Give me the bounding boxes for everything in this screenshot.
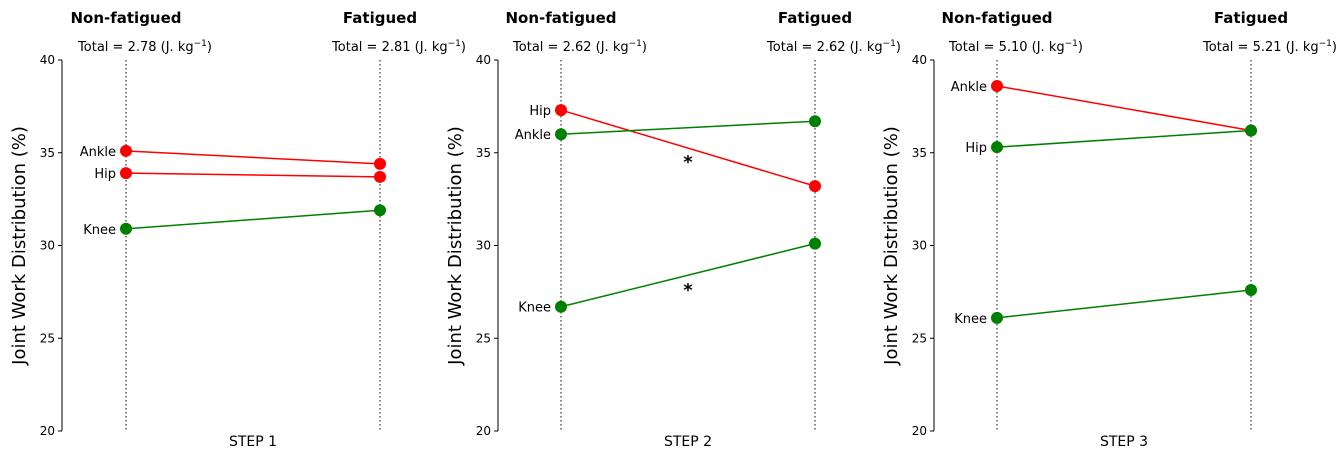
total-work-value: Total = 5.21 (J. kg	[1202, 40, 1319, 55]
total-close-paren: )	[642, 40, 647, 55]
total-unit-exponent: −1	[448, 39, 461, 49]
series-line-hip	[125, 172, 381, 178]
series-line-ankle	[125, 150, 381, 165]
series-line-knee	[996, 289, 1252, 319]
y-tick-label: 40	[476, 53, 491, 67]
y-tick-label: 20	[912, 424, 927, 438]
chart-panel-step-1: 20 25 30 35 40 Joint Work Distribution (%) STE…	[9, 9, 466, 450]
joint-label-hip: Hip	[529, 104, 551, 119]
x-axis-label: STEP 2	[664, 434, 712, 450]
data-point-knee-fatigued	[809, 237, 821, 250]
joint-label-ankle: Ankle	[80, 145, 116, 160]
total-unit-exponent: −1	[629, 39, 642, 49]
joint-label-ankle: Ankle	[951, 80, 987, 95]
y-tick-label: 35	[476, 146, 491, 160]
series-line-hip	[560, 109, 816, 187]
joint-label-ankle: Ankle	[515, 128, 551, 143]
y-tick-label: 25	[476, 331, 491, 345]
total-work-value: Total = 2.81 (J. kg	[331, 40, 448, 55]
joint-label-knee: Knee	[83, 223, 116, 238]
data-point-ankle-fatigued	[809, 115, 821, 128]
x-axis-label: STEP 1	[229, 434, 277, 450]
x-axis-label: STEP 3	[1100, 434, 1148, 450]
data-point-knee-nonfatigued	[991, 311, 1003, 324]
significance-marker: *	[683, 280, 693, 301]
series-line-knee	[560, 242, 816, 308]
total-close-paren: )	[896, 40, 901, 55]
series-line-ankle	[560, 120, 816, 135]
y-tick-label: 20	[40, 424, 55, 438]
data-point-ankle-nonfatigued	[991, 79, 1003, 92]
y-tick-label: 30	[40, 239, 55, 253]
y-axis-label: Joint Work Distribution (%)	[445, 126, 466, 366]
y-tick-label: 30	[912, 239, 927, 253]
condition-header-left: Non-fatigued	[505, 9, 616, 27]
total-work-label: Total = 2.81 (J. kg−1)	[331, 39, 466, 55]
y-axis-label: Joint Work Distribution (%)	[881, 126, 902, 366]
condition-header-right: Fatigued	[343, 9, 417, 27]
condition-header-right: Fatigued	[778, 9, 852, 27]
data-point-hip-nonfatigued	[120, 167, 132, 180]
chart-panel-step-2: 20 25 30 35 40 Joint Work Distribution (%) STE…	[445, 9, 901, 450]
chart-panel-step-3: 20 25 30 35 40 Joint Work Distribution (%) STE…	[881, 9, 1337, 450]
joint-label-knee: Knee	[954, 312, 987, 327]
data-point-ankle-fatigued	[374, 157, 386, 170]
total-work-label: Total = 2.62 (J. kg−1)	[512, 39, 647, 55]
total-work-value: Total = 2.62 (J. kg	[512, 40, 629, 55]
data-point-knee-fatigued	[1245, 284, 1257, 297]
data-point-hip-nonfatigued	[991, 141, 1003, 154]
y-tick-label: 35	[912, 146, 927, 160]
joint-label-knee: Knee	[518, 301, 551, 316]
data-point-hip-nonfatigued	[555, 104, 567, 117]
series-line-ankle	[996, 85, 1252, 132]
total-close-paren: )	[461, 40, 466, 55]
joint-label-hip: Hip	[965, 141, 987, 156]
y-tick-label: 30	[476, 239, 491, 253]
condition-header-right: Fatigued	[1214, 9, 1288, 27]
total-close-paren: )	[207, 40, 212, 55]
y-tick-label: 25	[912, 331, 927, 345]
data-point-knee-nonfatigued	[120, 222, 132, 235]
total-work-label: Total = 5.21 (J. kg−1)	[1202, 39, 1337, 55]
y-tick-label: 35	[40, 146, 55, 160]
y-tick-label: 20	[476, 424, 491, 438]
total-work-label: Total = 2.78 (J. kg−1)	[77, 39, 212, 55]
joint-label-hip: Hip	[94, 167, 116, 182]
data-point-ankle-nonfatigued	[120, 144, 132, 157]
total-unit-exponent: −1	[1319, 39, 1332, 49]
data-point-ankle-nonfatigued	[555, 128, 567, 141]
data-point-knee-fatigued	[374, 204, 386, 217]
total-unit-exponent: −1	[194, 39, 207, 49]
y-tick-label: 25	[40, 331, 55, 345]
data-point-knee-nonfatigued	[555, 300, 567, 313]
y-tick-label: 40	[40, 53, 55, 67]
condition-header-left: Non-fatigued	[70, 9, 181, 27]
total-work-label: Total = 5.10 (J. kg−1)	[948, 39, 1083, 55]
data-point-hip-fatigued	[809, 180, 821, 193]
total-work-label: Total = 2.62 (J. kg−1)	[766, 39, 901, 55]
total-work-value: Total = 2.78 (J. kg	[77, 40, 194, 55]
total-work-value: Total = 5.10 (J. kg	[948, 40, 1065, 55]
significance-marker: *	[683, 152, 693, 173]
series-line-hip	[996, 129, 1252, 148]
total-close-paren: )	[1078, 40, 1083, 55]
y-axis-label: Joint Work Distribution (%)	[9, 126, 30, 366]
total-close-paren: )	[1332, 40, 1337, 55]
total-unit-exponent: −1	[1065, 39, 1078, 49]
data-point-hip-fatigued	[374, 170, 386, 183]
series-line-knee	[125, 209, 381, 230]
total-unit-exponent: −1	[883, 39, 896, 49]
y-tick-label: 40	[912, 53, 927, 67]
condition-header-left: Non-fatigued	[941, 9, 1052, 27]
total-work-value: Total = 2.62 (J. kg	[766, 40, 883, 55]
data-point-hip-fatigued	[1245, 124, 1257, 137]
